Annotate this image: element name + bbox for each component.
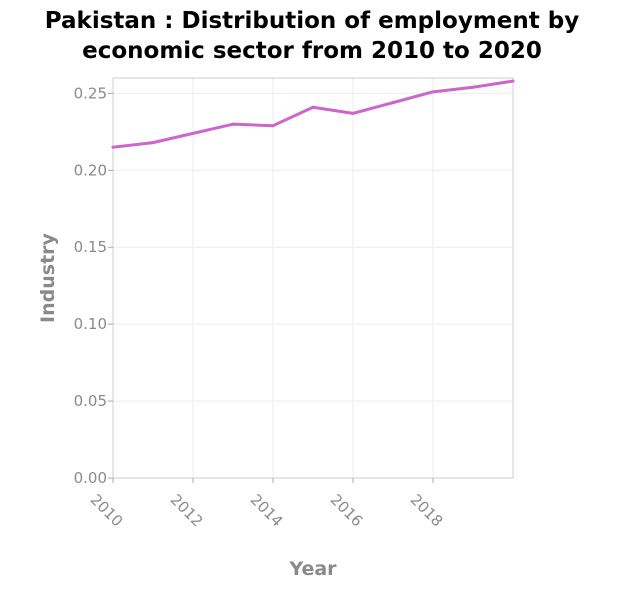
x-tick-label: 2010 [87,491,127,531]
plot-frame [112,77,514,479]
x-tick-label: 2012 [167,491,207,531]
x-axis-title: Year [288,558,337,580]
chart-title-line-2: economic sector from 2010 to 2020 [82,38,542,64]
data-point [191,131,195,135]
series [111,79,515,149]
data-point [351,111,355,115]
y-axis-title: Industry [37,232,59,322]
data-point [511,79,515,83]
y-tick-label: 0.20 [74,161,107,179]
y-axis-ticks: 0.00 0.05 0.10 0.15 0.20 0.25 [74,84,113,487]
y-tick-label: 0.10 [74,315,107,333]
chart-title: Pakistan : Distribution of employment by… [0,6,624,66]
data-point [231,122,235,126]
series-line [111,79,515,149]
data-point [431,90,435,94]
y-tick-label: 0.05 [74,392,107,410]
data-point [271,124,275,128]
data-point [151,141,155,145]
chart-title-line-1: Pakistan : Distribution of employment by [44,8,580,34]
data-point [471,85,475,89]
data-point [311,105,315,109]
x-tick-label: 2018 [407,491,447,531]
x-tick-label: 2014 [247,491,287,531]
data-point [391,101,395,105]
y-tick-label: 0.25 [74,84,107,102]
y-tick-label: 0.15 [74,238,107,256]
y-tick-label: 0.00 [74,469,107,487]
data-point [111,145,115,149]
x-tick-label: 2016 [327,491,367,531]
x-axis-ticks: 2010 2012 2014 2016 2018 [87,478,447,531]
